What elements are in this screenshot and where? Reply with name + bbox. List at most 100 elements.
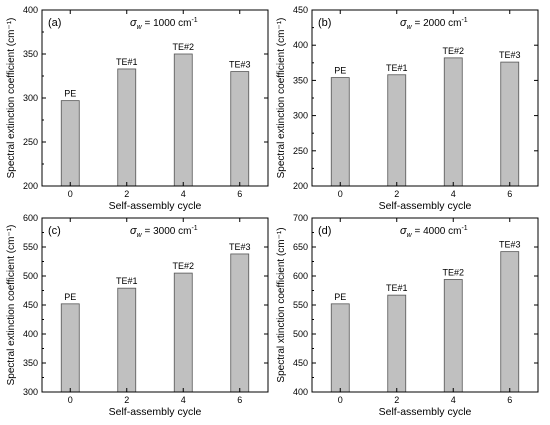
chart-panel-1: PE TE#1 TE#2 TE#3 200 250 300 350 400 450 0 2 4 6 Self…	[276, 5, 539, 212]
chart-panel-0: PE TE#1 TE#2 TE#3 200 250 300 350 400 0 2 4 6 Self-as…	[6, 5, 269, 212]
annotation-text-0: = 1000 cm	[142, 18, 192, 29]
y-tick-label-0-0: 200	[23, 181, 38, 191]
x-tick-label-3-3: 6	[507, 395, 512, 405]
y-tick-label-1-1: 250	[293, 146, 308, 156]
annotation-text-1: = 2000 cm	[412, 18, 462, 29]
y-tick-label-1-0: 200	[293, 181, 308, 191]
y-tick-label-2-3: 450	[23, 300, 38, 310]
annotation-symbol-2: σ	[130, 225, 137, 237]
chart-panel-3: PE TE#1 TE#2 TE#3 400 450 500 550 600 650 700 0 2 4 6 S…	[276, 213, 539, 418]
y-tick-label-3-4: 600	[293, 271, 308, 281]
x-tick-label-0-0: 0	[68, 189, 73, 199]
bar-1-3	[500, 61, 520, 187]
y-tick-label-2-0: 300	[23, 387, 38, 397]
x-tick-label-3-1: 2	[394, 395, 399, 405]
bar-0-3	[230, 71, 250, 187]
annotation-subscript-0: w	[137, 24, 143, 31]
bar-label-0-3: TE#3	[229, 60, 251, 70]
bar-label-3-0: PE	[334, 292, 346, 302]
bar-0-0	[60, 100, 80, 187]
y-tick-label-3-6: 700	[293, 213, 308, 223]
y-tick-label-1-5: 450	[293, 5, 308, 15]
x-tick-label-0-3: 6	[237, 189, 242, 199]
annotation-symbol-1: σ	[400, 17, 407, 29]
annotation-subscript-2: w	[137, 232, 143, 239]
bar-1-0	[330, 77, 350, 187]
y-tick-label-3-5: 650	[293, 242, 308, 252]
y-tick-label-0-2: 300	[23, 93, 38, 103]
y-tick-label-3-1: 450	[293, 358, 308, 368]
annotation-text-3: = 4000 cm	[412, 226, 462, 237]
bar-2-1	[117, 287, 137, 393]
annotation-1: σw = 2000 cm-1	[400, 17, 468, 31]
chart-panel-2: PE TE#1 TE#2 TE#3 300 350 400 450 500 550 600 0 2 4 6 S…	[6, 213, 269, 418]
bar-2-2	[173, 272, 193, 393]
x-tick-label-0-2: 4	[181, 189, 186, 199]
bar-label-0-1: TE#1	[116, 57, 138, 67]
bar-label-2-0: PE	[64, 292, 76, 302]
bar-1-2	[443, 57, 463, 187]
bar-0-1	[117, 68, 137, 187]
bar-label-3-3: TE#3	[499, 240, 521, 250]
panel-label-3: (d)	[318, 225, 331, 237]
y-tick-label-0-1: 250	[23, 137, 38, 147]
bar-label-2-3: TE#3	[229, 242, 251, 252]
annotation-superscript-3: -1	[461, 225, 467, 232]
x-tick-label-2-1: 2	[124, 395, 129, 405]
annotation-subscript-1: w	[407, 24, 413, 31]
y-axis-title-1: Spectral extinction coefficient (cm⁻¹)	[276, 18, 287, 179]
annotation-subscript-3: w	[407, 232, 413, 239]
y-axis-title-2: Spectral extinction coefficient (cm⁻¹)	[6, 225, 17, 386]
y-tick-label-1-4: 400	[293, 40, 308, 50]
annotation-text-2: = 3000 cm	[142, 226, 192, 237]
x-tick-label-2-2: 4	[181, 395, 186, 405]
bar-label-1-1: TE#1	[386, 63, 408, 73]
bar-3-1	[387, 294, 407, 393]
annotation-2: σw = 3000 cm-1	[130, 225, 198, 239]
bar-label-1-0: PE	[334, 66, 346, 76]
bar-3-2	[443, 279, 463, 393]
y-tick-label-2-5: 550	[23, 242, 38, 252]
x-tick-label-1-1: 2	[394, 189, 399, 199]
x-tick-label-1-0: 0	[338, 189, 343, 199]
x-axis-title-0: Self-assembly cycle	[109, 200, 202, 212]
panel-label-0: (a)	[48, 17, 61, 29]
y-tick-label-3-3: 550	[293, 300, 308, 310]
x-axis-title-2: Self-assembly cycle	[109, 406, 202, 418]
y-tick-label-0-3: 350	[23, 49, 38, 59]
bar-label-1-2: TE#2	[442, 46, 464, 56]
y-tick-label-1-3: 350	[293, 75, 308, 85]
panel-label-2: (c)	[48, 225, 61, 237]
panel-label-1: (b)	[318, 17, 331, 29]
y-axis-title-3: Spectral xtinction coefficient (cm⁻¹)	[276, 227, 287, 382]
annotation-0: σw = 1000 cm-1	[130, 17, 198, 31]
annotation-symbol-3: σ	[400, 225, 407, 237]
x-tick-label-1-2: 4	[451, 189, 456, 199]
bar-3-0	[330, 303, 350, 393]
bar-3-3	[500, 251, 520, 393]
annotation-superscript-1: -1	[461, 17, 467, 24]
x-tick-label-0-1: 2	[124, 189, 129, 199]
bar-label-2-2: TE#2	[172, 261, 194, 271]
x-tick-label-1-3: 6	[507, 189, 512, 199]
bar-0-2	[173, 53, 193, 187]
annotation-symbol-0: σ	[130, 17, 137, 29]
annotation-superscript-2: -1	[191, 225, 197, 232]
y-tick-label-2-1: 350	[23, 358, 38, 368]
annotation-superscript-0: -1	[191, 17, 197, 24]
x-axis-title-3: Self-assembly cycle	[379, 406, 472, 418]
bar-label-1-3: TE#3	[499, 50, 521, 60]
bar-2-0	[60, 303, 80, 393]
y-axis-title-0: Spectral extinction coefficient (cm⁻¹)	[6, 18, 17, 179]
bar-label-2-1: TE#1	[116, 276, 138, 286]
annotation-3: σw = 4000 cm-1	[400, 225, 468, 239]
y-tick-label-1-2: 300	[293, 111, 308, 121]
bar-label-3-2: TE#2	[442, 267, 464, 277]
x-tick-label-3-2: 4	[451, 395, 456, 405]
y-tick-label-2-4: 500	[23, 271, 38, 281]
bar-1-1	[387, 74, 407, 187]
x-axis-title-1: Self-assembly cycle	[379, 200, 472, 212]
bar-label-3-1: TE#1	[386, 283, 408, 293]
